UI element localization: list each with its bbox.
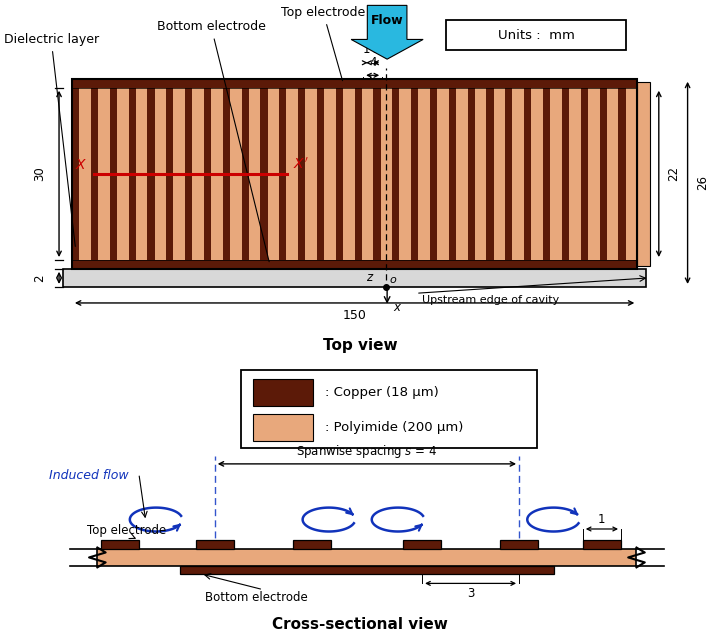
Text: Upstream edge of cavity: Upstream edge of cavity bbox=[422, 295, 559, 304]
Text: 3: 3 bbox=[467, 586, 474, 599]
Bar bbox=[336, 88, 343, 260]
Bar bbox=[204, 88, 211, 260]
Bar bbox=[468, 88, 474, 260]
Bar bbox=[430, 88, 437, 260]
Text: 1: 1 bbox=[363, 43, 371, 56]
Bar bbox=[562, 88, 569, 260]
Bar bbox=[292, 540, 330, 548]
Bar bbox=[261, 88, 268, 260]
Bar bbox=[403, 540, 441, 548]
Bar bbox=[63, 269, 646, 287]
Bar bbox=[411, 88, 418, 260]
Text: 2: 2 bbox=[33, 274, 46, 282]
Bar bbox=[392, 88, 400, 260]
Bar bbox=[180, 566, 554, 574]
Text: 3: 3 bbox=[372, 43, 380, 56]
Bar bbox=[583, 540, 621, 548]
Text: $X'$: $X'$ bbox=[292, 157, 308, 172]
Text: 150: 150 bbox=[343, 309, 366, 323]
Text: Cross-sectional view: Cross-sectional view bbox=[272, 617, 448, 629]
Bar bbox=[109, 88, 117, 260]
Bar bbox=[580, 88, 588, 260]
Text: Bottom electrode: Bottom electrode bbox=[157, 21, 269, 262]
Bar bbox=[618, 88, 626, 260]
FancyBboxPatch shape bbox=[240, 370, 537, 448]
Text: 26: 26 bbox=[696, 175, 709, 191]
Bar bbox=[374, 88, 381, 260]
Bar bbox=[253, 379, 313, 406]
Text: $z$: $z$ bbox=[366, 271, 375, 284]
Text: $o$: $o$ bbox=[390, 275, 397, 285]
Bar bbox=[354, 88, 361, 260]
Bar bbox=[97, 548, 636, 566]
Bar bbox=[317, 88, 324, 260]
Text: $x$: $x$ bbox=[393, 301, 402, 314]
Bar bbox=[449, 88, 456, 260]
Text: 4: 4 bbox=[369, 56, 377, 69]
Bar bbox=[500, 540, 538, 548]
Bar bbox=[72, 79, 637, 269]
Text: Induced flow: Induced flow bbox=[49, 469, 129, 482]
Bar bbox=[524, 88, 531, 260]
Bar bbox=[487, 88, 494, 260]
Text: : Polyimide (200 μm): : Polyimide (200 μm) bbox=[325, 421, 464, 434]
Bar bbox=[505, 88, 513, 260]
Text: 30: 30 bbox=[33, 167, 46, 181]
Bar bbox=[128, 88, 135, 260]
Bar bbox=[72, 79, 637, 269]
FancyBboxPatch shape bbox=[446, 19, 626, 50]
Bar bbox=[242, 88, 248, 260]
Bar bbox=[279, 88, 287, 260]
Bar bbox=[101, 540, 139, 548]
Polygon shape bbox=[351, 6, 423, 59]
Text: Top view: Top view bbox=[323, 338, 397, 353]
Bar bbox=[253, 414, 313, 440]
Text: $X$: $X$ bbox=[76, 158, 88, 172]
Text: Spanwise spacing $s$ = 4: Spanwise spacing $s$ = 4 bbox=[297, 443, 437, 460]
Text: Top electrode: Top electrode bbox=[87, 524, 166, 537]
Bar bbox=[72, 88, 79, 260]
Text: Bottom electrode: Bottom electrode bbox=[205, 591, 307, 604]
Bar bbox=[543, 88, 550, 260]
Bar bbox=[148, 88, 155, 260]
Bar bbox=[600, 88, 607, 260]
Bar bbox=[72, 79, 637, 88]
Text: Dielectric layer: Dielectric layer bbox=[4, 33, 99, 247]
Text: 1: 1 bbox=[598, 513, 606, 526]
Text: 22: 22 bbox=[667, 167, 680, 181]
Bar bbox=[91, 88, 98, 260]
Bar bbox=[185, 88, 192, 260]
Bar bbox=[166, 88, 174, 260]
Text: Top electrode: Top electrode bbox=[281, 6, 365, 81]
Text: Units :  mm: Units : mm bbox=[498, 29, 575, 42]
Bar bbox=[298, 88, 305, 260]
Bar bbox=[637, 82, 650, 266]
Text: : Copper (18 μm): : Copper (18 μm) bbox=[325, 386, 439, 399]
Bar bbox=[222, 88, 230, 260]
Text: Flow: Flow bbox=[371, 14, 403, 27]
Bar bbox=[72, 260, 637, 269]
Bar bbox=[196, 540, 234, 548]
